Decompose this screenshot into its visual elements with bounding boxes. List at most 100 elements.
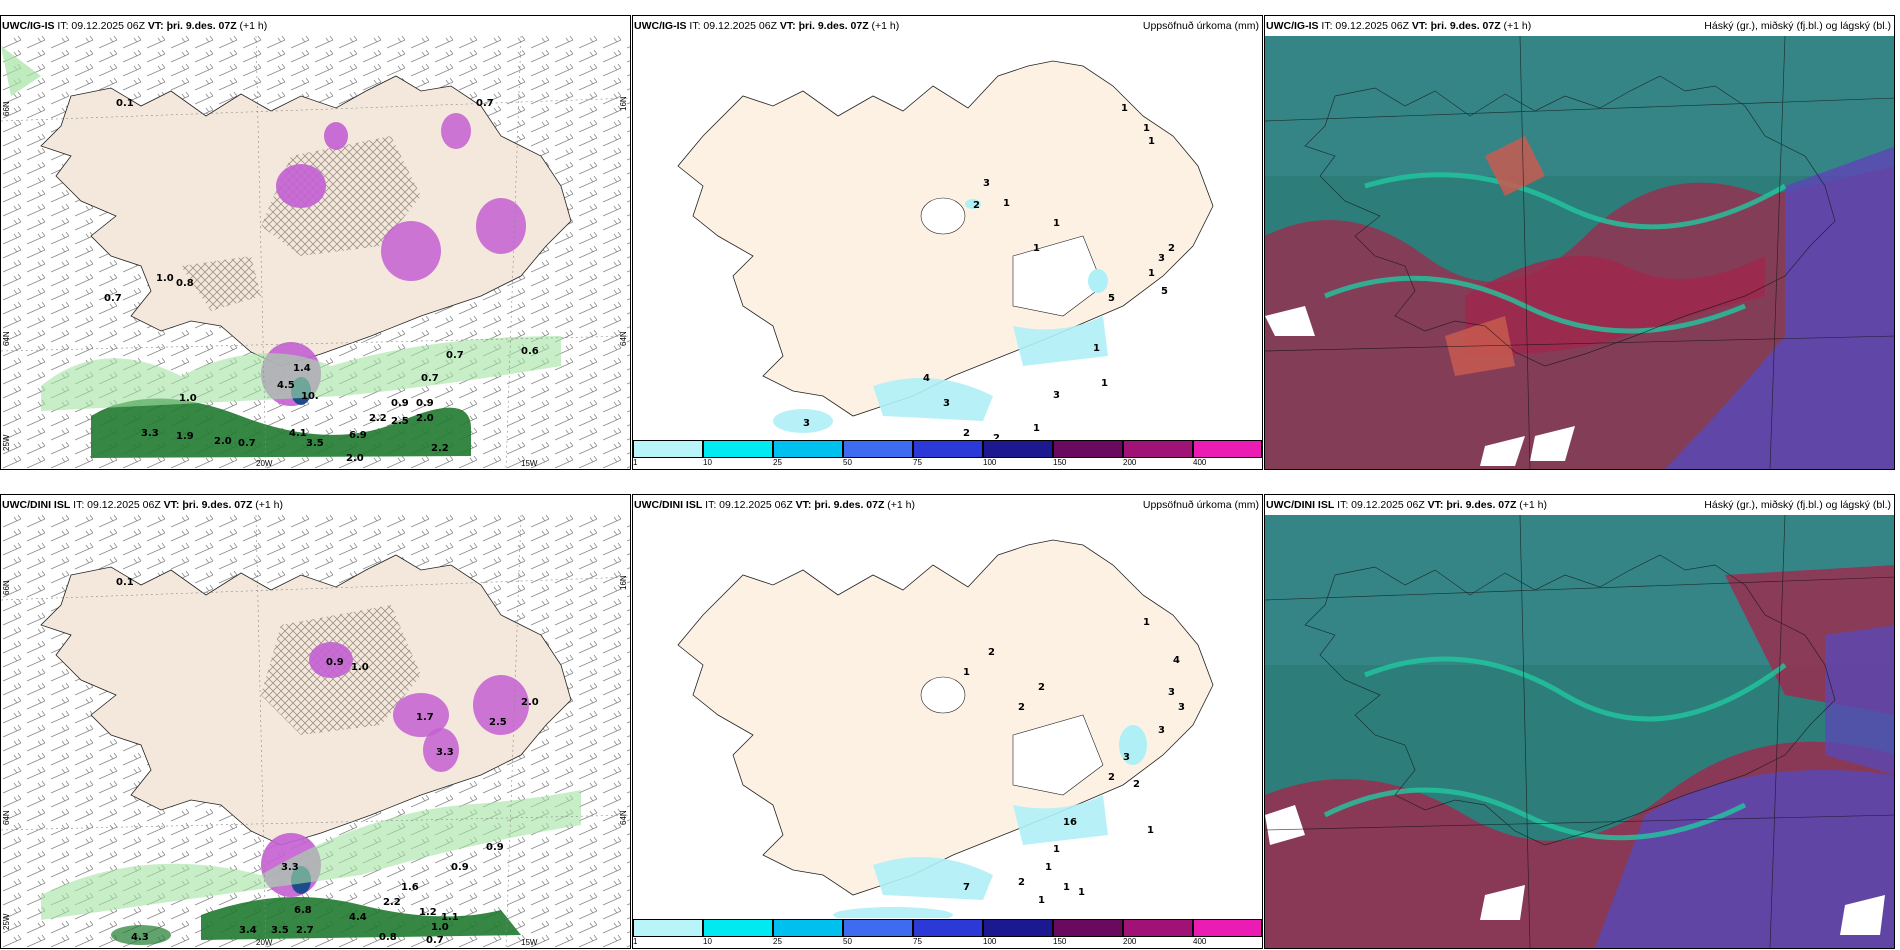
colorbar-tick: 100 [983, 937, 997, 946]
model-name: UWC/IG-IS [634, 20, 687, 32]
mid-cloud [1595, 770, 1894, 948]
init-time: IT: 09.12.2025 06Z [689, 20, 777, 32]
panel-title: Háský (gr.), miðský (fj.bl.) og lágský (… [1704, 20, 1891, 32]
colorbar-tick: 75 [913, 458, 922, 467]
precip-value: 0.7 [426, 935, 444, 946]
accum-value: 2 [1018, 877, 1025, 888]
accum-value: 1 [963, 667, 970, 678]
accum-value: 5 [1108, 293, 1115, 304]
precip-value: 0.9 [391, 398, 409, 409]
precip-map[interactable]: 0.1 1.0 0.8 0.7 0.7 0.6 0.7 0.7 1.4 4.5 … [1, 36, 631, 469]
cloud-panel-bottom: UWC/DINI ISL IT: 09.12.2025 06Z VT: þri.… [1264, 494, 1895, 949]
precip-value: 0.7 [104, 293, 122, 304]
lat-label: 64N [2, 331, 11, 346]
colorbar-tick: 75 [913, 937, 922, 946]
colorbar-swatch [843, 440, 913, 458]
accum-value: 2 [993, 433, 1000, 441]
colorbar-tick: 50 [843, 458, 852, 467]
lat-label: 64N [619, 331, 628, 346]
init-time: IT: 09.12.2025 06Z [705, 499, 793, 511]
colorbar-swatch [703, 919, 773, 937]
lat-label: 16N [619, 96, 628, 111]
colorbar-swatch [983, 919, 1053, 937]
accum-value: 3 [1178, 702, 1185, 713]
precip-value: 2.0 [521, 697, 539, 708]
colorbar-swatch [1053, 440, 1123, 458]
valid-time: VT: þri. 9.des. 07Z [779, 20, 869, 32]
precip-value: 0.9 [486, 842, 504, 853]
colorbar-tick: 400 [1193, 937, 1207, 946]
valid-time: VT: þri. 9.des. 07Z [795, 499, 885, 511]
precip-value: 0.7 [421, 373, 439, 384]
colorbar-tick: 50 [843, 937, 852, 946]
cloud-map[interactable] [1265, 515, 1895, 948]
colorbar-swatch [1123, 440, 1193, 458]
colorbar-tick: 150 [1053, 937, 1067, 946]
colorbar-tick: 100 [983, 458, 997, 467]
snow-cell [324, 122, 348, 150]
lat-label: 66N [2, 101, 11, 116]
accum-value: 3 [803, 418, 810, 429]
accum-value: 1 [1143, 617, 1150, 628]
precip-value: 2.7 [296, 925, 314, 936]
colorbar-swatch [773, 440, 843, 458]
accum-value: 2 [963, 428, 970, 439]
mid-cloud [1665, 146, 1894, 469]
accum-value: 4 [1173, 655, 1180, 666]
snow-cell [309, 642, 353, 678]
colorbar-swatch [843, 919, 913, 937]
accum-map[interactable]: 1 2 1 2 2 4 3 3 3 2 3 2 16 1 1 1 7 2 1 1… [633, 515, 1263, 920]
colorbar: 1 10 25 50 75 100 150 200 400 [633, 918, 1262, 948]
panel-header: UWC/DINI ISL IT: 09.12.2025 06Z VT: þri.… [1, 495, 630, 515]
precip-value: 3.3 [281, 862, 299, 873]
panel-header: UWC/DINI ISL IT: 09.12.2025 06Z VT: þri.… [633, 495, 1262, 515]
accum-value: 2 [1168, 243, 1175, 254]
lat-label: 66N [2, 580, 11, 595]
cloud-map[interactable] [1265, 36, 1895, 469]
precip-value: 3.3 [436, 747, 454, 758]
lon-label: 20W [256, 938, 273, 947]
precip-value: 2.5 [489, 717, 507, 728]
accum-panel-top: UWC/IG-IS IT: 09.12.2025 06Z VT: þri. 9.… [632, 15, 1263, 470]
model-name: UWC/IG-IS [2, 20, 55, 32]
lat-label: 25W [2, 434, 11, 451]
colorbar-swatch [633, 919, 703, 937]
accum-value: 2 [1038, 682, 1045, 693]
precip-map[interactable]: 0.1 0.9 1.0 1.7 2.5 3.3 2.0 3.3 6.8 4.4 … [1, 515, 631, 948]
precip-value: 4.5 [277, 380, 295, 391]
precip-value: 1.0 [431, 922, 449, 933]
accum-value: 1 [1148, 136, 1155, 147]
lead-time: (+1 h) [239, 20, 268, 32]
accum-value: 1 [1147, 825, 1154, 836]
snow-cell [441, 113, 471, 149]
cloud-panel-top: UWC/IG-IS IT: 09.12.2025 06Z VT: þri. 9.… [1264, 15, 1895, 470]
rain-band [201, 897, 521, 940]
panel-title: Uppsöfnuð úrkoma (mm) [1142, 20, 1259, 32]
init-time: IT: 09.12.2025 06Z [73, 499, 161, 511]
precip-value: 0.7 [238, 438, 256, 449]
accum-value: 1 [1038, 895, 1045, 906]
model-name: UWC/DINI ISL [634, 499, 703, 511]
panel-title: Háský (gr.), miðský (fj.bl.) og lágský (… [1704, 499, 1891, 511]
colorbar-tick: 10 [703, 458, 712, 467]
accum-map[interactable]: 1 1 1 3 1 2 1 1 2 3 1 5 5 1 1 3 4 3 2 2 … [633, 36, 1263, 441]
precip-value: 2.5 [391, 416, 409, 427]
colorbar: 1 10 25 50 75 100 150 200 400 [633, 439, 1262, 469]
accum-value: 1 [1148, 268, 1155, 279]
precip-value: 0.7 [476, 98, 494, 109]
accum-value: 5 [1161, 286, 1168, 297]
colorbar-tick: 400 [1193, 458, 1207, 467]
colorbar-swatch [1193, 440, 1262, 458]
precip-value: 2.0 [416, 413, 434, 424]
valid-time: VT: þri. 9.des. 07Z [1411, 20, 1501, 32]
precip-value: 1.9 [176, 431, 194, 442]
precip-value: 10. [301, 391, 319, 402]
precip-value: 2.2 [369, 413, 387, 424]
accum-value: 1 [1093, 343, 1100, 354]
accum-value: 2 [1108, 772, 1115, 783]
accum-value: 2 [1018, 702, 1025, 713]
colorbar-swatch [633, 440, 703, 458]
colorbar-tick: 200 [1123, 937, 1137, 946]
precip-value: 4.4 [349, 912, 367, 923]
model-name: UWC/IG-IS [1266, 20, 1319, 32]
